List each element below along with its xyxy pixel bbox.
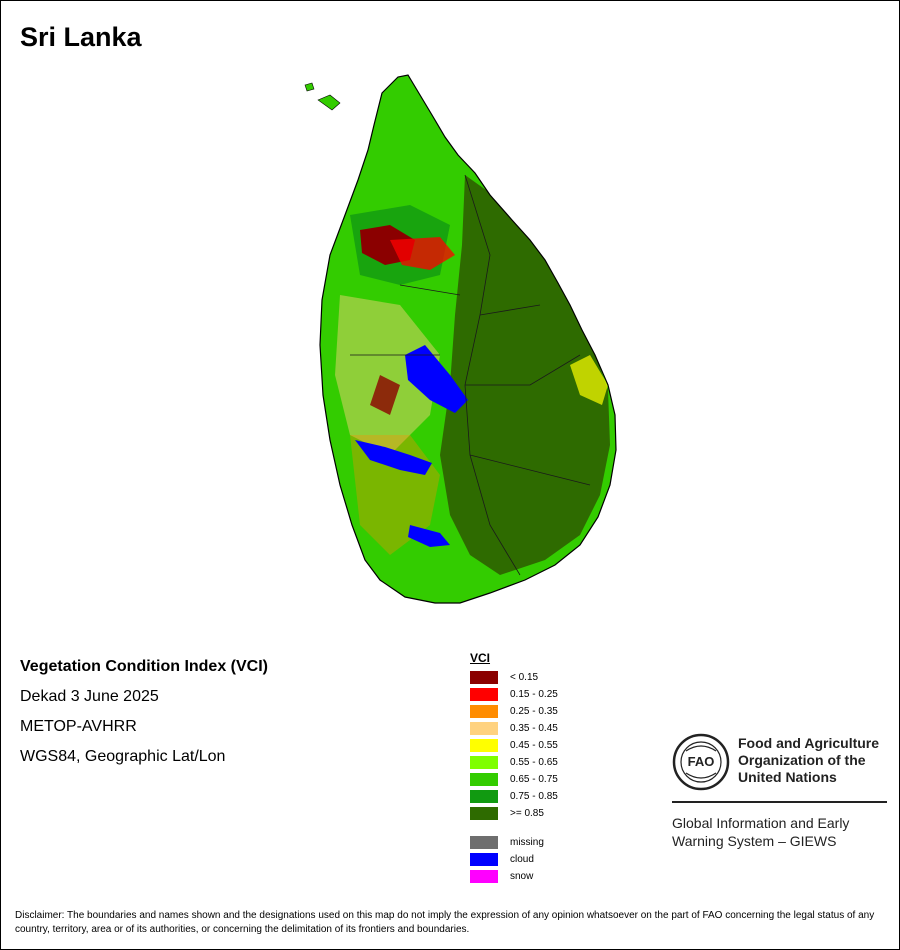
legend-swatch bbox=[470, 671, 498, 684]
district-boundaries bbox=[350, 174, 591, 576]
vci-map bbox=[304, 74, 617, 604]
legend-item: 0.15 - 0.25 bbox=[470, 686, 558, 703]
fao-organization-name: Food and Agriculture Organization of the… bbox=[738, 735, 879, 786]
legend-label: missing bbox=[510, 837, 544, 848]
east-coast-strip bbox=[570, 355, 608, 405]
legend-label: 0.75 - 0.85 bbox=[510, 791, 558, 802]
jaffna-islands bbox=[317, 94, 341, 111]
fao-logo-text: FAO bbox=[688, 754, 715, 769]
legend-item: >= 0.85 bbox=[470, 805, 558, 822]
legend-swatch bbox=[470, 836, 498, 849]
legend-item: cloud bbox=[470, 851, 558, 868]
legend-title: VCI bbox=[470, 651, 491, 665]
country-title: Sri Lanka bbox=[20, 22, 142, 52]
giews-line: Global Information and Early bbox=[672, 815, 850, 831]
legend-swatch bbox=[470, 773, 498, 786]
cloud-patch-southwest bbox=[355, 440, 432, 475]
legend-label: cloud bbox=[510, 854, 534, 865]
legend-label: 0.55 - 0.65 bbox=[510, 757, 558, 768]
legend-item: 0.45 - 0.55 bbox=[470, 737, 558, 754]
map-projection: WGS84, Geographic Lat/Lon bbox=[20, 748, 226, 765]
legend-swatch bbox=[470, 688, 498, 701]
legend-item: 0.55 - 0.65 bbox=[470, 754, 558, 771]
legend-swatch bbox=[470, 853, 498, 866]
fao-logo-icon: FAO bbox=[672, 733, 730, 791]
small-island bbox=[304, 82, 315, 92]
legend-swatch bbox=[470, 807, 498, 820]
legend-item: 0.25 - 0.35 bbox=[470, 703, 558, 720]
legend-swatch bbox=[470, 705, 498, 718]
east-high-vci-zone bbox=[440, 175, 610, 575]
legend-item: missing bbox=[470, 834, 558, 851]
giews-system-name: Global Information and Early Warning Sys… bbox=[672, 814, 849, 850]
legend-item: 0.35 - 0.45 bbox=[470, 720, 558, 737]
org-name-line: Organization of the bbox=[738, 752, 866, 768]
north-red-patch bbox=[390, 237, 455, 270]
legend-swatch bbox=[470, 870, 498, 883]
vci-legend: VCI < 0.15 0.15 - 0.25 0.25 - 0.35 0.35 … bbox=[470, 651, 558, 885]
legend-label: 0.15 - 0.25 bbox=[510, 689, 558, 700]
legend-label: 0.45 - 0.55 bbox=[510, 740, 558, 751]
legend-label: >= 0.85 bbox=[510, 808, 544, 819]
map-index-title: Vegetation Condition Index (VCI) bbox=[20, 658, 268, 675]
legend-label: 0.65 - 0.75 bbox=[510, 774, 558, 785]
cloud-patch-south bbox=[408, 525, 450, 547]
legend-item: 0.75 - 0.85 bbox=[470, 788, 558, 805]
legend-label: 0.35 - 0.45 bbox=[510, 723, 558, 734]
logo-divider bbox=[672, 801, 887, 803]
legend-swatch bbox=[470, 739, 498, 752]
legend-item: snow bbox=[470, 868, 558, 885]
legend-item: < 0.15 bbox=[470, 669, 558, 686]
west-mixed-zone bbox=[335, 295, 440, 455]
legend-label: < 0.15 bbox=[510, 672, 539, 683]
org-name-line: Food and Agriculture bbox=[738, 735, 880, 751]
island-outline bbox=[319, 74, 617, 604]
disclaimer-text: Disclaimer: The boundaries and names sho… bbox=[15, 910, 875, 935]
legend-swatch bbox=[470, 790, 498, 803]
legend-item: 0.65 - 0.75 bbox=[470, 771, 558, 788]
giews-line: Warning System – GIEWS bbox=[672, 833, 837, 849]
org-name-line: United Nations bbox=[738, 769, 837, 785]
legend-swatch bbox=[470, 756, 498, 769]
map-period: Dekad 3 June 2025 bbox=[20, 688, 159, 705]
legend-label: 0.25 - 0.35 bbox=[510, 706, 558, 717]
west-stress-patch bbox=[370, 375, 400, 415]
legend-swatch bbox=[470, 722, 498, 735]
map-sensor: METOP-AVHRR bbox=[20, 718, 137, 735]
legend-label: snow bbox=[510, 871, 534, 882]
cloud-patch-central bbox=[405, 345, 468, 413]
